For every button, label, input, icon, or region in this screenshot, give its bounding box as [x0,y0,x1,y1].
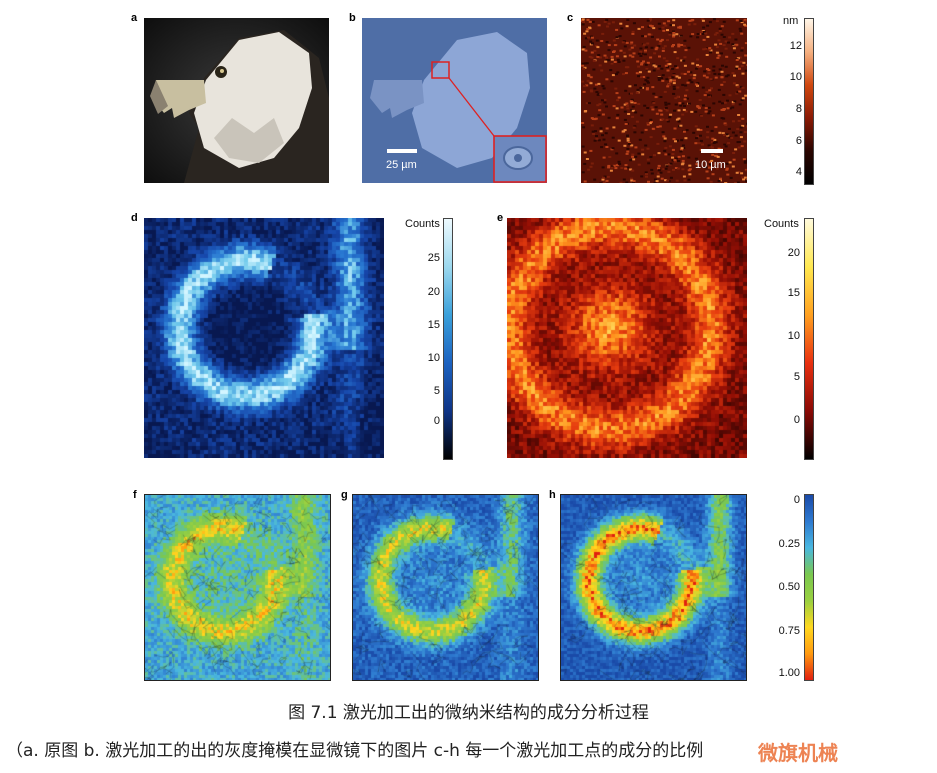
colorbar-e-title: Counts [764,218,799,230]
eagle-photo-grayscale [144,18,329,183]
panel-label-g: g [341,489,348,501]
colorbar-d-title: Counts [405,218,440,230]
panel-label-h: h [549,489,556,501]
panel-label-e: e [497,212,504,224]
ratio-map-f [144,494,331,681]
panel-label-c: c [567,12,574,24]
colorbar-d [443,218,453,460]
figure-caption-title: 图 7.1 激光加工出的微纳米结构的成分分析过程 [288,703,649,723]
panel-label-d: d [131,212,138,224]
scalebar-b-label: 25 µm [386,159,417,171]
figure-caption-description: （a. 原图 b. 激光加工的出的灰度掩模在显微镜下的图片 c-h 每一个激光加… [6,741,704,761]
counts-map-heat [507,218,747,458]
colorbar-c-unit: nm [783,15,799,27]
eagle-grayscale-mask-microscope [362,18,547,183]
counts-map-blue [144,218,384,458]
colorbar-c [804,18,814,185]
watermark-text: 微旗机械 [758,741,838,765]
panel-label-a: a [131,12,138,24]
afm-height-map [581,18,747,183]
ratio-map-h [560,494,747,681]
panel-label-f: f [133,489,137,501]
colorbar-fgh [804,494,814,681]
panel-label-b: b [349,12,356,24]
ratio-map-g [352,494,539,681]
scalebar-c-label: 10 µm [695,159,726,171]
colorbar-e [804,218,814,460]
